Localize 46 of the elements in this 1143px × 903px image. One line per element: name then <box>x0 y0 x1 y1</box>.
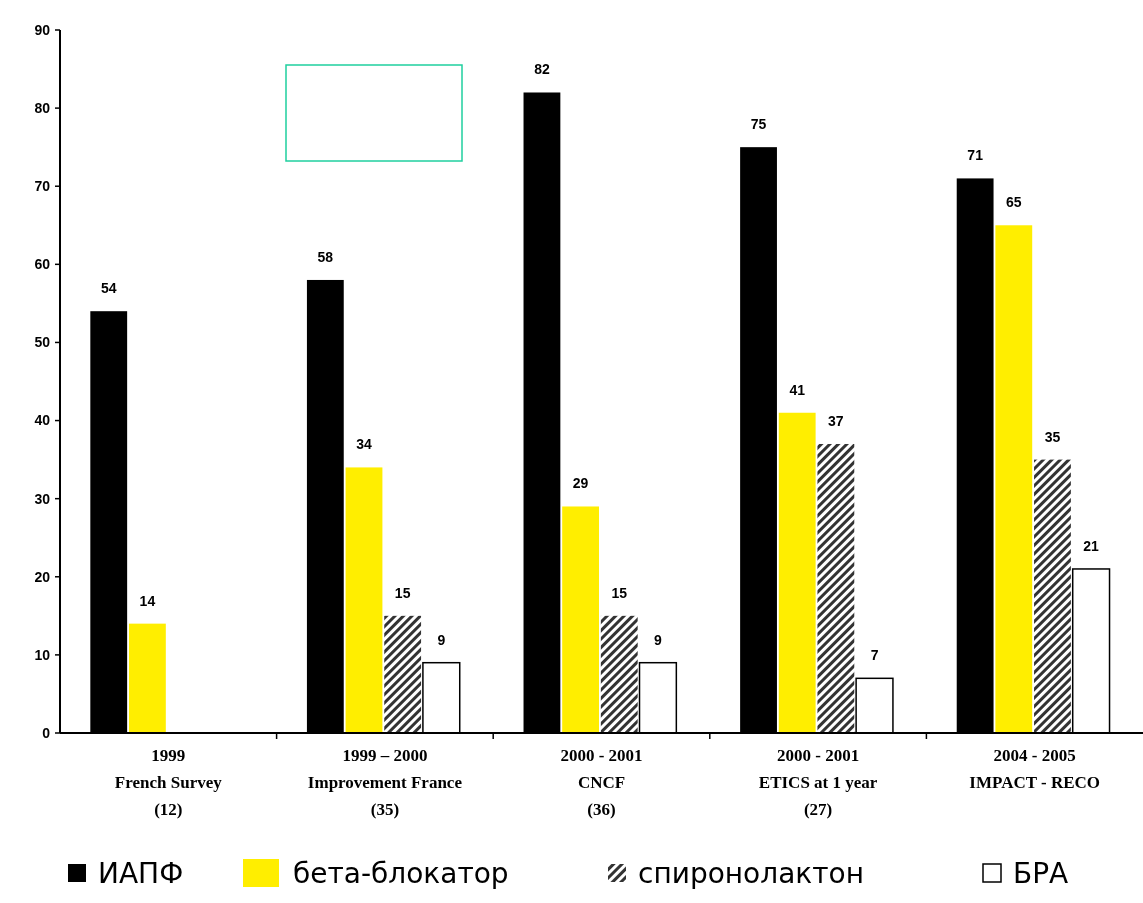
data-label: 15 <box>394 584 411 601</box>
bar <box>778 412 816 733</box>
data-label: 82 <box>534 61 550 78</box>
data-label: 9 <box>437 631 446 648</box>
data-label: 75 <box>750 116 767 133</box>
x-tick-label: 1999 – 2000 Improvement France (35) <box>307 746 463 819</box>
data-label: 15 <box>611 584 628 601</box>
data-label: 7 <box>870 647 879 664</box>
y-tick-label: 70 <box>34 178 51 195</box>
y-tick-label: 40 <box>34 412 51 429</box>
data-label: 71 <box>967 147 984 164</box>
bar <box>384 615 422 733</box>
data-label: 29 <box>572 475 589 492</box>
data-label: 65 <box>1006 194 1022 211</box>
legend-label: ИАПФ <box>98 856 184 890</box>
x-tick-label: 1999 French Survey (12) <box>114 746 223 819</box>
bar <box>817 443 855 733</box>
y-tick-label: 50 <box>34 334 51 351</box>
legend-label: спиронолактон <box>638 856 864 890</box>
data-label: 34 <box>356 436 372 453</box>
data-label: 9 <box>654 631 663 648</box>
y-tick-label: 30 <box>34 490 51 507</box>
y-tick-label: 10 <box>34 646 51 663</box>
bar <box>128 623 166 733</box>
data-label: 58 <box>317 248 334 265</box>
bar <box>1034 459 1071 733</box>
data-label: 14 <box>139 592 156 609</box>
bar <box>600 615 638 733</box>
y-tick-label: 80 <box>34 100 51 117</box>
legend-label: бета-блокатор <box>293 856 509 890</box>
bar <box>995 225 1033 733</box>
y-tick-label: 60 <box>34 256 51 273</box>
y-tick-label: 90 <box>34 21 51 38</box>
data-label: 37 <box>828 412 844 429</box>
data-label: 35 <box>1044 428 1061 445</box>
y-tick-label: 0 <box>42 724 51 741</box>
y-tick-label: 20 <box>34 568 51 585</box>
x-tick-label: 2000 - 2001 ETICS at 1 year (27) <box>758 746 878 819</box>
data-label: 54 <box>100 280 117 297</box>
data-label: 21 <box>1083 537 1100 554</box>
bar <box>562 506 600 733</box>
data-label: 41 <box>789 381 806 398</box>
x-tick-label: 2004 - 2005 IMPACT - RECO <box>969 746 1101 792</box>
legend-label: БРА <box>1013 856 1069 890</box>
bar <box>345 467 383 733</box>
x-tick-label: 2000 - 2001 CNCF (36) <box>560 746 643 819</box>
